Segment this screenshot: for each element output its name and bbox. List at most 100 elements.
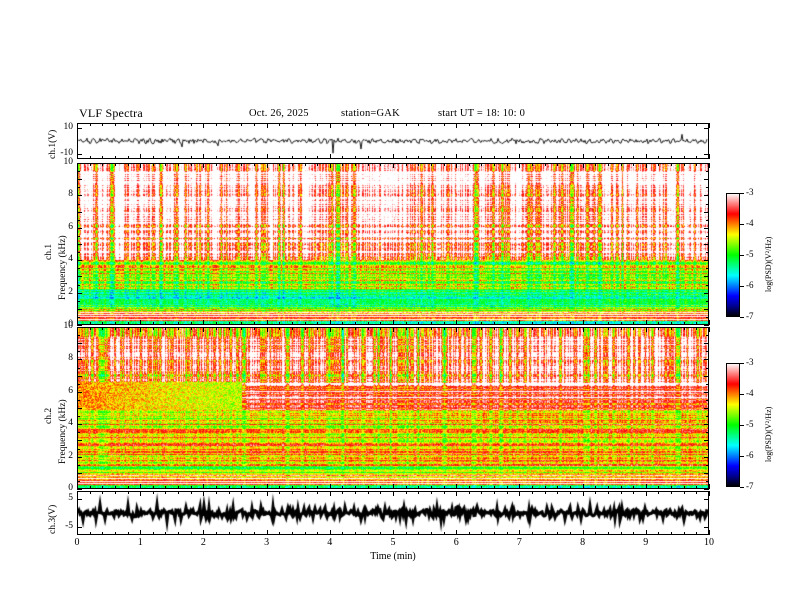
x-tick-top: [203, 327, 205, 332]
x-tick-bottom: [607, 322, 609, 325]
freq-tick-left: [77, 359, 82, 361]
x-tick-bottom: [430, 322, 432, 325]
x-tick-top: [266, 163, 268, 168]
x-tick-bottom: [532, 156, 534, 159]
x-tick-bottom: [696, 322, 698, 325]
x-tick-bottom: [443, 322, 445, 325]
freq-tick-left: [77, 424, 82, 426]
freq-tick-right: [706, 187, 709, 189]
colorbar-ch2-label: log(PSD)(V²/Hz): [764, 406, 773, 462]
x-tick-top: [607, 123, 609, 126]
x-tick-top: [519, 163, 521, 168]
x-tick-bottom: [203, 154, 205, 159]
x-tick-top: [89, 123, 91, 126]
ch1-volt-tick: [704, 153, 709, 155]
ch1-spectrogram-panel: [77, 163, 709, 325]
x-tick-bottom: [89, 156, 91, 159]
x-tick-top: [317, 123, 319, 126]
x-tick-label-8: 8: [580, 537, 586, 548]
x-tick-top: [607, 491, 609, 494]
x-tick-top: [519, 491, 521, 496]
x-tick-bottom: [304, 486, 306, 489]
x-tick-bottom: [709, 320, 710, 325]
freq-tick-right: [704, 179, 709, 181]
x-tick-top: [152, 163, 154, 166]
x-tick-top: [178, 327, 180, 330]
x-tick-top: [89, 491, 91, 494]
x-tick-bottom: [481, 486, 483, 489]
x-tick-bottom: [304, 156, 306, 159]
x-tick-bottom: [380, 322, 382, 325]
x-tick-top: [355, 163, 357, 166]
x-tick-top: [418, 327, 420, 330]
x-tick-top: [645, 327, 647, 332]
x-tick-bottom: [671, 322, 673, 325]
x-tick-top: [683, 163, 685, 166]
freq-tick-left: [77, 440, 82, 442]
x-tick-top: [216, 123, 218, 126]
x-tick-top: [190, 491, 192, 494]
x-tick-top: [355, 123, 357, 126]
freq-tick-label-6: 6: [68, 221, 73, 232]
x-tick-bottom: [165, 322, 167, 325]
x-tick-bottom: [77, 530, 78, 535]
x-tick-top: [317, 327, 319, 330]
x-tick-bottom: [709, 530, 710, 535]
x-tick-top: [582, 327, 584, 332]
x-tick-bottom: [178, 156, 180, 159]
x-tick-top: [77, 327, 78, 332]
freq-tick-label-2: 2: [68, 286, 73, 297]
x-tick-bottom: [152, 486, 154, 489]
freq-tick-left: [77, 268, 80, 270]
freq-tick-left: [77, 489, 82, 490]
x-tick-bottom: [393, 320, 394, 325]
x-tick-top: [456, 163, 458, 168]
x-tick-top: [481, 163, 483, 166]
x-tick-bottom: [569, 156, 571, 159]
x-tick-bottom: [696, 532, 698, 535]
x-tick-bottom: [291, 322, 293, 325]
x-tick-bottom: [430, 156, 432, 159]
x-tick-bottom: [102, 486, 104, 489]
x-tick-top: [114, 123, 116, 126]
x-tick-top: [203, 123, 205, 128]
freq-tick-right: [706, 351, 709, 353]
x-tick-top: [102, 491, 104, 494]
freq-tick-left: [77, 244, 82, 245]
x-tick-bottom: [190, 486, 192, 489]
x-tick-bottom: [266, 154, 268, 159]
colorbar-ch2: [726, 363, 740, 487]
x-tick-bottom: [178, 532, 180, 535]
x-tick-top: [506, 163, 508, 166]
x-tick-top: [114, 491, 116, 494]
station-label: station=GAK: [341, 108, 400, 119]
x-tick-label-5: 5: [390, 537, 396, 548]
x-tick-top: [178, 491, 180, 494]
x-tick-bottom: [481, 532, 483, 535]
x-tick-bottom: [89, 532, 91, 535]
x-tick-bottom: [367, 156, 369, 159]
observation-date: Oct. 26, 2025: [249, 108, 309, 119]
x-tick-top: [582, 163, 584, 168]
x-tick-bottom: [557, 322, 559, 325]
x-tick-top: [607, 327, 609, 330]
x-tick-bottom: [582, 320, 584, 325]
x-tick-bottom: [329, 320, 331, 325]
x-tick-bottom: [506, 322, 508, 325]
x-tick-bottom: [304, 532, 306, 535]
freq-tick-label-8: 8: [68, 189, 73, 200]
x-tick-top: [152, 327, 154, 330]
x-tick-top: [595, 163, 597, 166]
x-tick-bottom: [633, 156, 635, 159]
x-tick-top: [304, 163, 306, 166]
colorbar-tick: [740, 394, 744, 395]
x-tick-bottom: [683, 156, 685, 159]
x-tick-label-3: 3: [264, 537, 270, 548]
x-tick-top: [253, 491, 255, 494]
x-tick-bottom: [456, 154, 458, 159]
x-tick-bottom: [671, 532, 673, 535]
ch1-volt-tick: [77, 153, 82, 155]
x-tick-top: [216, 491, 218, 494]
x-tick-top: [89, 327, 91, 330]
x-tick-bottom: [317, 486, 319, 489]
